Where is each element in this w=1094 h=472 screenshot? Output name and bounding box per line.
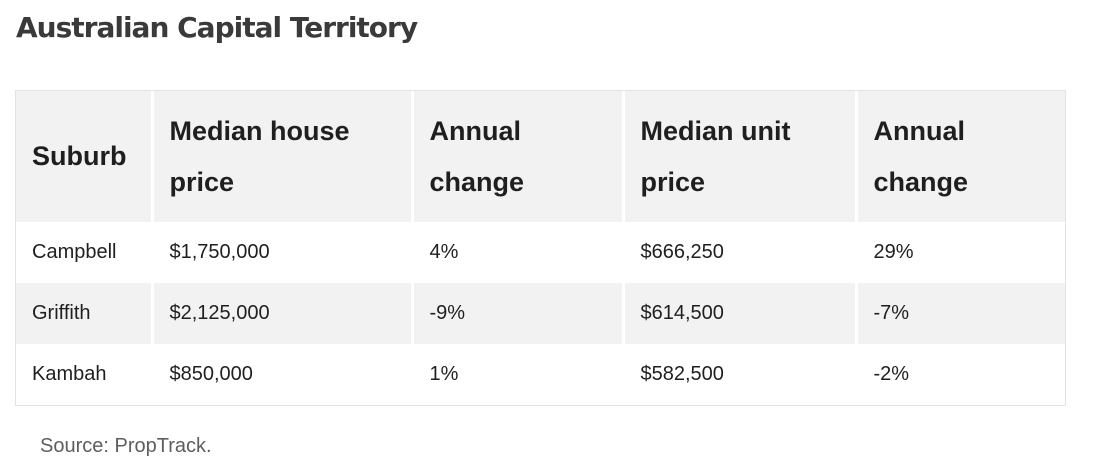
cell-median-unit-price: $666,250	[623, 222, 858, 283]
cell-median-house-price: $850,000	[152, 344, 414, 405]
header-house-annual-change: Annual change	[412, 91, 625, 222]
price-table: Suburb Median house price Annual change …	[16, 91, 1065, 405]
header-median-house-price: Median house price	[152, 91, 414, 222]
cell-suburb: Kambah	[16, 344, 154, 405]
page-title: Australian Capital Territory	[16, 11, 418, 44]
cell-median-house-price: $2,125,000	[152, 283, 414, 344]
table-row: Campbell $1,750,000 4% $666,250 29%	[16, 222, 1065, 283]
cell-median-house-price: $1,750,000	[152, 222, 414, 283]
price-table-container: Suburb Median house price Annual change …	[15, 90, 1066, 406]
cell-suburb: Campbell	[16, 222, 154, 283]
table-header-row: Suburb Median house price Annual change …	[16, 91, 1065, 222]
cell-median-unit-price: $614,500	[623, 283, 858, 344]
header-unit-annual-change: Annual change	[856, 91, 1065, 222]
header-median-unit-price: Median unit price	[623, 91, 858, 222]
cell-house-annual-change: -9%	[412, 283, 625, 344]
cell-unit-annual-change: -7%	[856, 283, 1065, 344]
cell-median-unit-price: $582,500	[623, 344, 858, 405]
cell-unit-annual-change: -2%	[856, 344, 1065, 405]
cell-suburb: Griffith	[16, 283, 154, 344]
table-row: Griffith $2,125,000 -9% $614,500 -7%	[16, 283, 1065, 344]
cell-house-annual-change: 1%	[412, 344, 625, 405]
header-suburb: Suburb	[16, 91, 154, 222]
table-row: Kambah $850,000 1% $582,500 -2%	[16, 344, 1065, 405]
source-caption: Source: PropTrack.	[40, 435, 212, 457]
cell-house-annual-change: 4%	[412, 222, 625, 283]
cell-unit-annual-change: 29%	[856, 222, 1065, 283]
